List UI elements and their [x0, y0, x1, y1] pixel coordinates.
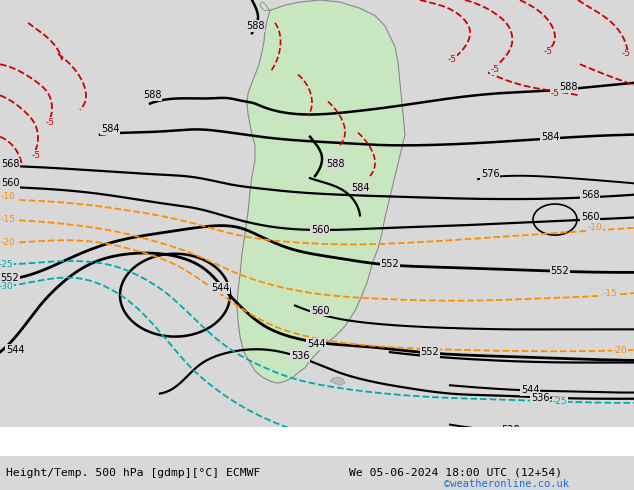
Bar [0, 427, 634, 456]
Text: We 05-06-2024 18:00 UTC (12+54): We 05-06-2024 18:00 UTC (12+54) [349, 468, 562, 478]
Text: ©weatheronline.co.uk: ©weatheronline.co.uk [444, 479, 569, 489]
Text: 536: 536 [291, 351, 309, 361]
Text: -5: -5 [46, 118, 55, 127]
Text: 536: 536 [531, 392, 549, 403]
Text: -35: -35 [423, 445, 437, 454]
Text: -30: -30 [482, 448, 498, 457]
Text: 568: 568 [1, 159, 19, 169]
Text: 552: 552 [550, 267, 569, 276]
Text: -15: -15 [1, 215, 15, 224]
Text: 544: 544 [210, 283, 230, 293]
Polygon shape [330, 377, 345, 385]
Text: -5: -5 [621, 49, 630, 58]
Text: 560: 560 [1, 178, 19, 188]
Text: -30: -30 [0, 282, 13, 292]
Text: 544: 544 [521, 386, 540, 395]
Text: 588: 588 [326, 159, 344, 169]
Text: 584: 584 [101, 124, 119, 134]
Text: 584: 584 [541, 132, 559, 142]
Text: 552: 552 [380, 259, 399, 269]
Polygon shape [237, 0, 405, 383]
Text: -20: -20 [612, 345, 627, 355]
Text: 560: 560 [581, 213, 599, 222]
Text: -10: -10 [588, 223, 602, 232]
Text: 544: 544 [307, 339, 325, 349]
Text: -20: -20 [1, 238, 15, 247]
Text: 528: 528 [501, 425, 519, 435]
Text: -25: -25 [553, 397, 567, 406]
Text: 552: 552 [420, 347, 439, 357]
Text: 588: 588 [559, 82, 577, 92]
Text: Height/Temp. 500 hPa [gdmp][°C] ECMWF: Height/Temp. 500 hPa [gdmp][°C] ECMWF [6, 468, 261, 478]
Text: 584: 584 [351, 183, 369, 194]
Text: -25: -25 [0, 260, 13, 269]
Text: 588: 588 [246, 21, 264, 31]
Text: 560: 560 [311, 306, 329, 316]
Polygon shape [260, 2, 270, 10]
Text: -5: -5 [491, 65, 500, 74]
Text: 576: 576 [481, 169, 500, 179]
Text: -5: -5 [32, 151, 41, 160]
Text: -35: -35 [573, 438, 587, 447]
Text: 568: 568 [581, 190, 599, 200]
Text: 544: 544 [6, 345, 24, 355]
Text: -5: -5 [543, 47, 552, 56]
Text: -5: -5 [550, 89, 559, 98]
Text: 520: 520 [566, 445, 585, 456]
Text: 560: 560 [311, 225, 329, 235]
Text: 552: 552 [1, 272, 20, 283]
Text: -10: -10 [1, 192, 15, 201]
Text: -5: -5 [448, 54, 456, 64]
Text: 588: 588 [143, 90, 161, 100]
Text: -15: -15 [603, 289, 618, 297]
